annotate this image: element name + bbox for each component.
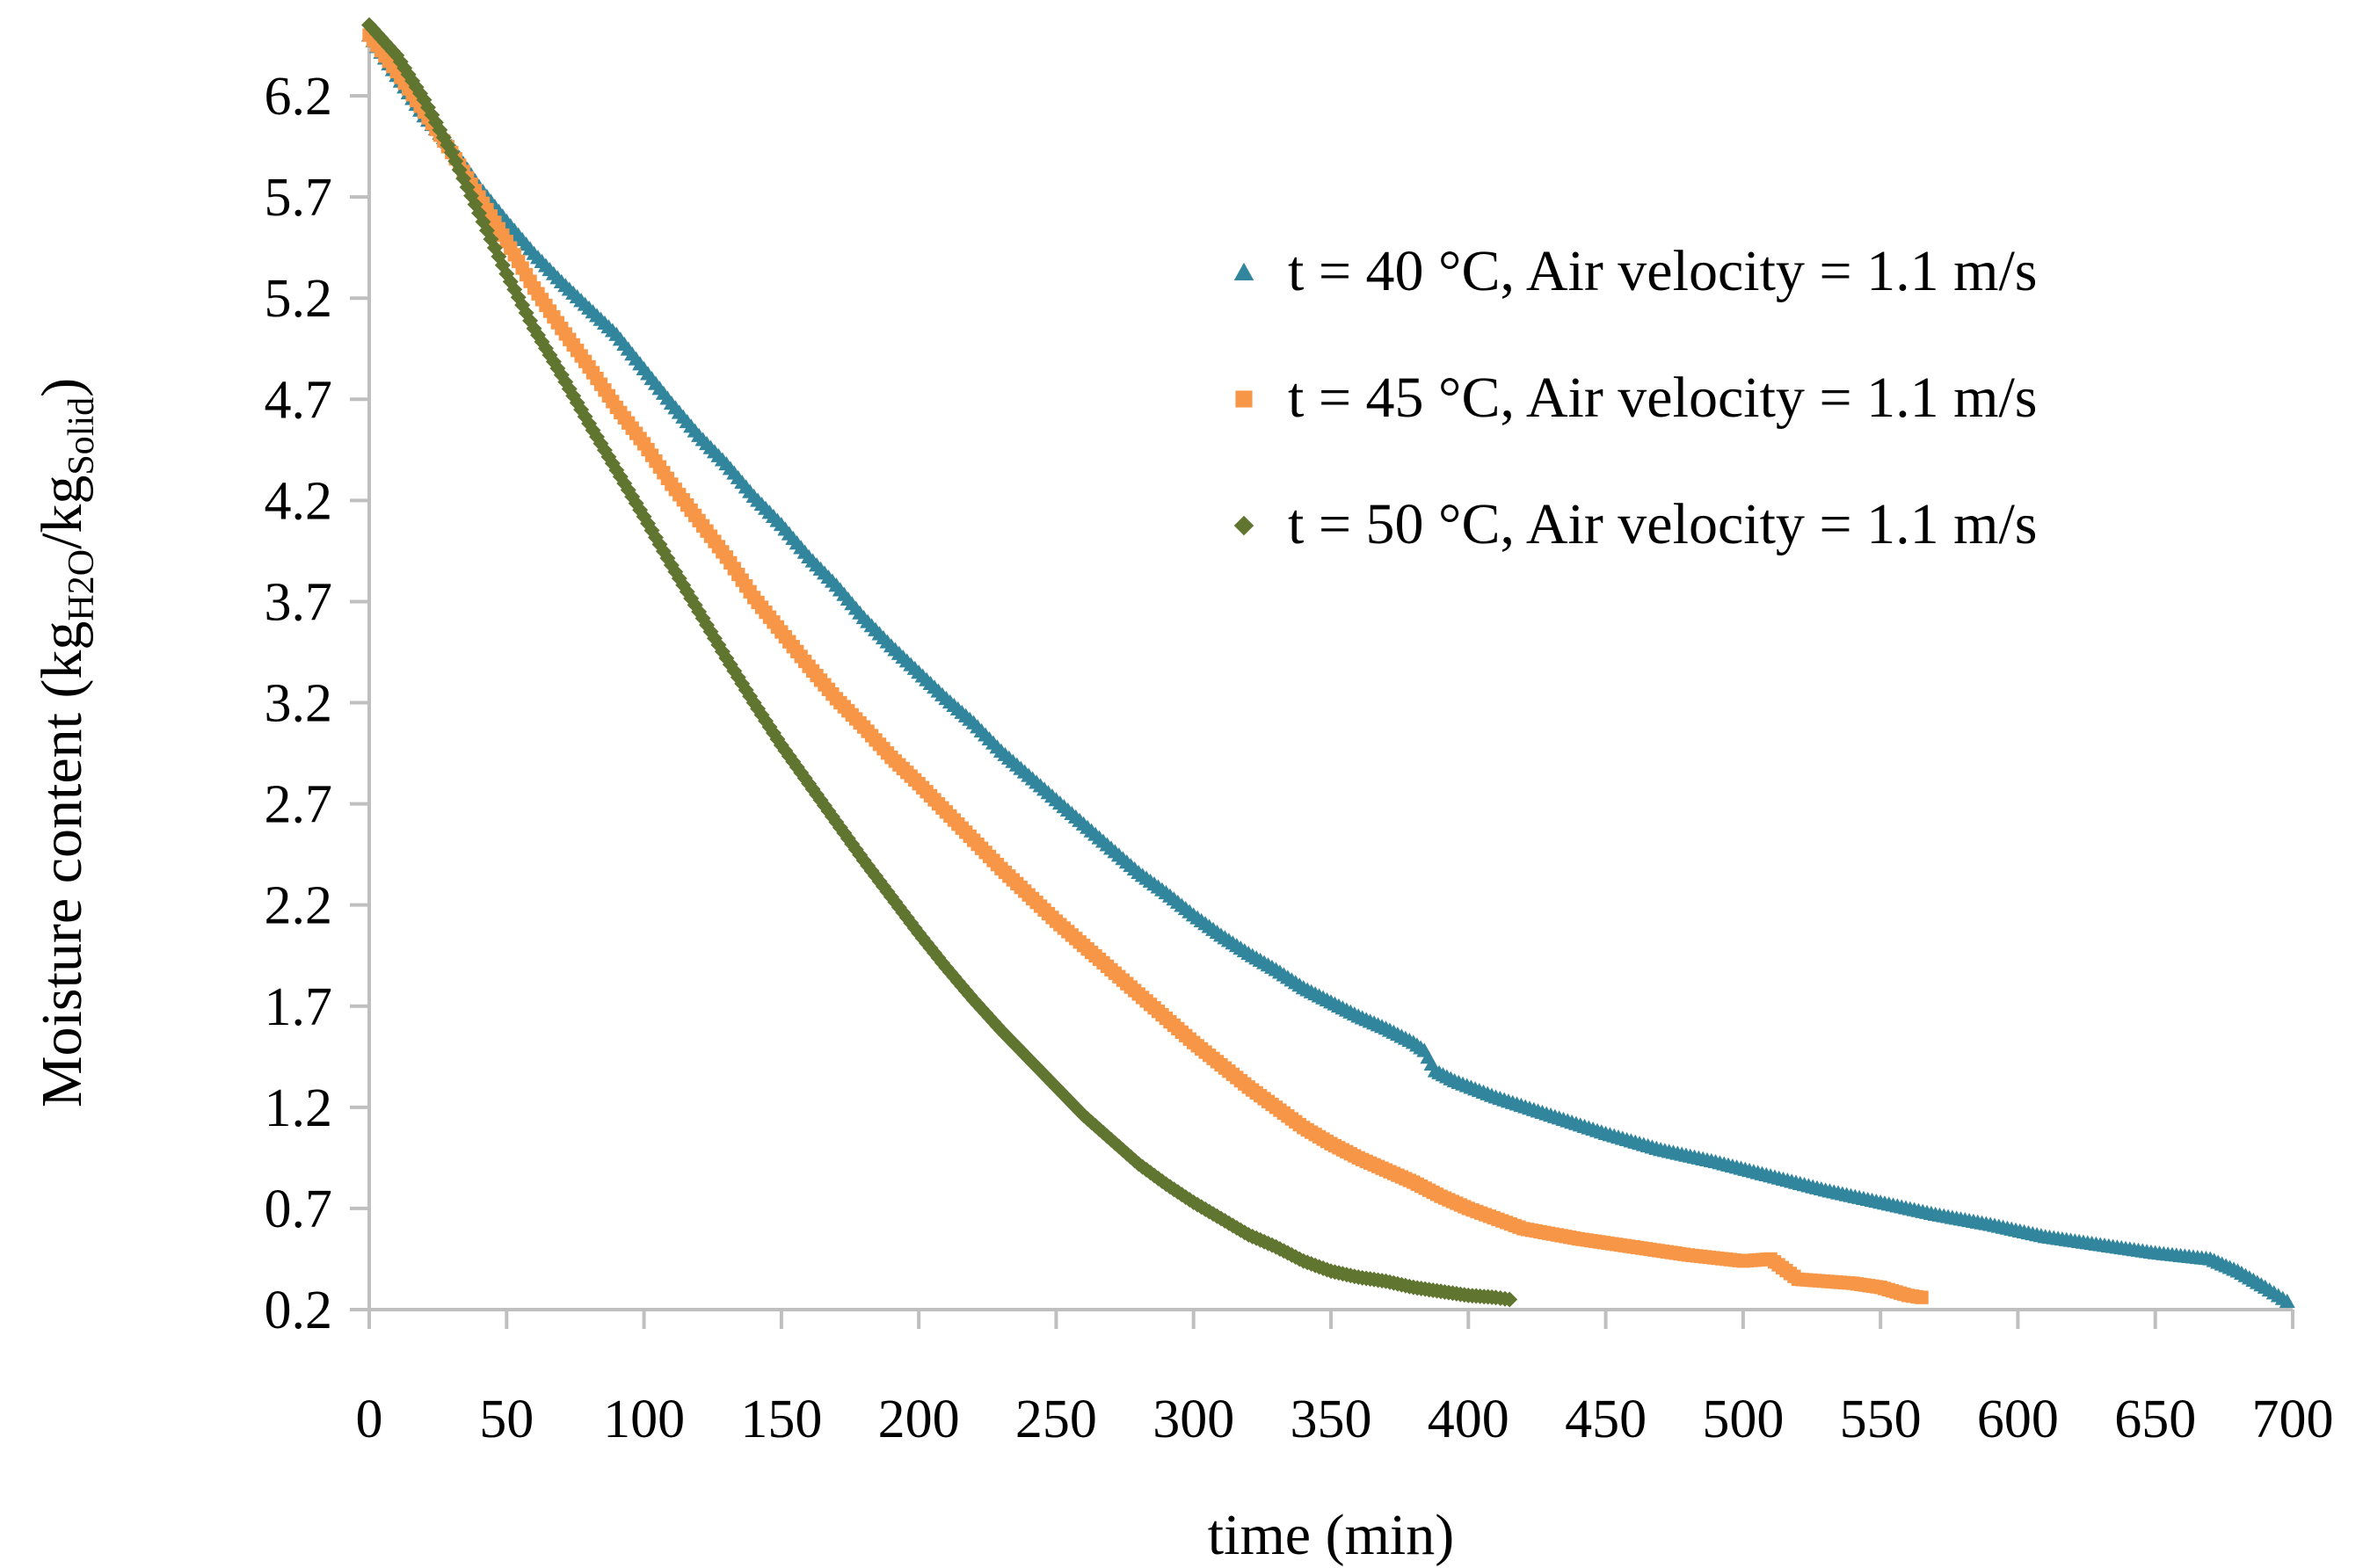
axis-labels: time (min) Moisture content (kgH2O/kgSol… [30,378,1454,1567]
series-3-marker [1501,1291,1518,1308]
series-3-marker [593,435,609,452]
y-axis-title-sub2: Solid [62,397,102,475]
series-1-marker [2279,1293,2295,1308]
x-tick-label: 50 [479,1390,534,1449]
x-tick-label: 200 [878,1390,960,1449]
legend-label: t = 50 °C, Air velocity = 1.1 m/s [1288,492,2038,556]
series-2-marker [1915,1290,1929,1304]
series-3-marker [440,136,456,153]
series-3-marker [389,47,405,64]
y-axis-title-sub1: H2O [62,549,102,621]
data-series [361,17,2295,1308]
y-tick-label: 6.2 [265,67,333,127]
series-1 [361,27,2295,1308]
x-tick-label: 450 [1565,1390,1647,1449]
x-tick-label: 500 [1702,1390,1784,1449]
y-axis-title: Moisture content (kgH2O/kgSolid) [30,378,102,1107]
y-tick-label: 2.7 [265,775,333,835]
legend-item: t = 50 °C, Air velocity = 1.1 m/s [1233,492,2038,556]
x-tick-label: 400 [1428,1390,1509,1449]
y-tick-label: 0.7 [265,1180,333,1239]
y-tick-label: 4.2 [265,471,333,531]
legend-marker [1235,390,1253,408]
x-tick-label: 650 [2114,1390,2196,1449]
y-tick-label: 5.2 [265,269,333,329]
x-tick-label: 0 [356,1390,383,1449]
x-tick-label: 700 [2252,1390,2334,1449]
x-tick-label: 100 [603,1390,685,1449]
legend-item: t = 40 °C, Air velocity = 1.1 m/s [1233,239,2038,303]
x-tick-label: 150 [740,1390,822,1449]
axes: 0 50 100 150 200 250 300 350 400 450 500 550 600 650 7… [265,35,2334,1449]
y-tick-label: 1.2 [265,1078,333,1138]
x-tick-label: 300 [1152,1390,1234,1449]
legend-label: t = 40 °C, Air velocity = 1.1 m/s [1288,239,2038,303]
legend-label: t = 45 °C, Air velocity = 1.1 m/s [1288,366,2038,430]
legend-item: t = 45 °C, Air velocity = 1.1 m/s [1235,366,2038,430]
y-tick-label: 3.7 [265,572,333,632]
legend-marker [1233,262,1254,280]
y-axis-title-prefix: Moisture content (kg [30,621,94,1108]
y-tick-label: 2.2 [265,876,333,936]
y-tick-label: 4.7 [265,370,333,430]
series-3-marker [887,894,904,911]
y-tick-label: 5.7 [265,168,333,228]
x-tick-label: 600 [1977,1390,2059,1449]
y-tick-label: 0.2 [265,1281,333,1340]
x-axis-title: time (min) [1208,1503,1454,1567]
y-axis-title-middle: /kg [30,475,94,549]
legend: t = 40 °C, Air velocity = 1.1 m/s t = 45 … [1233,239,2038,556]
y-tick-label: 1.7 [265,977,333,1037]
series-3 [361,17,1518,1308]
x-tick-label: 550 [1840,1390,1922,1449]
y-axis-title-suffix: ) [30,378,94,397]
legend-marker [1233,515,1254,536]
y-tick-label: 3.2 [265,674,333,734]
x-tick-label: 250 [1015,1390,1097,1449]
series-2 [362,28,1929,1304]
x-tick-label: 350 [1291,1390,1372,1449]
